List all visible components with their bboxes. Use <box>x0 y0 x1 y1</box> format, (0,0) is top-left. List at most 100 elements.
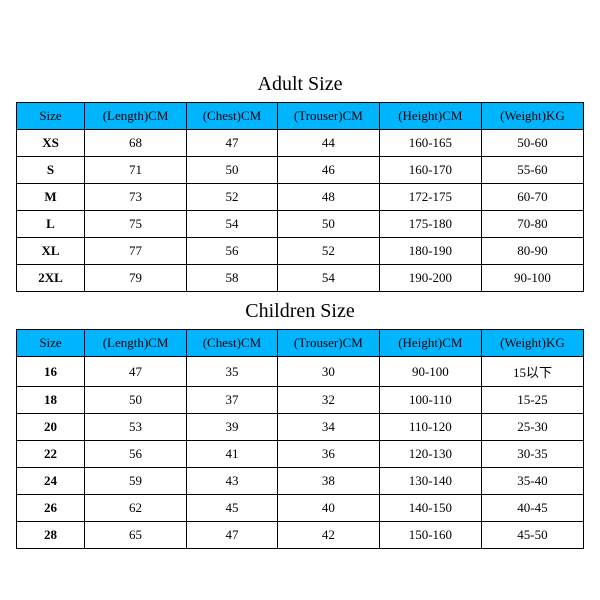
size-cell: XL <box>17 238 85 265</box>
adult-size-rows: XS684744160-16550-60S715046160-17055-60M… <box>17 130 584 292</box>
size-cell: S <box>17 157 85 184</box>
size-cell: 24 <box>17 468 85 495</box>
table-row: XL775652180-19080-90 <box>17 238 584 265</box>
table-row: 28654742150-16045-50 <box>17 522 584 549</box>
data-cell: 47 <box>187 522 278 549</box>
table-row: L755450175-18070-80 <box>17 211 584 238</box>
data-cell: 54 <box>187 211 278 238</box>
data-cell: 60-70 <box>481 184 583 211</box>
data-cell: 48 <box>277 184 379 211</box>
data-cell: 47 <box>85 357 187 387</box>
data-cell: 34 <box>277 414 379 441</box>
data-cell: 15-25 <box>481 387 583 414</box>
table-row: 22564136120-13030-35 <box>17 441 584 468</box>
data-cell: 73 <box>85 184 187 211</box>
table-row: 2XL795854190-20090-100 <box>17 265 584 292</box>
table-row: 26624540140-15040-45 <box>17 495 584 522</box>
col-header-weight: (Weight)KG <box>481 103 583 130</box>
data-cell: 110-120 <box>379 414 481 441</box>
col-header-trouser: (Trouser)CM <box>277 330 379 357</box>
data-cell: 54 <box>277 265 379 292</box>
data-cell: 25-30 <box>481 414 583 441</box>
table-row: M735248172-17560-70 <box>17 184 584 211</box>
data-cell: 50 <box>85 387 187 414</box>
data-cell: 15以下 <box>481 357 583 387</box>
size-cell: L <box>17 211 85 238</box>
table-row: 18503732100-11015-25 <box>17 387 584 414</box>
data-cell: 62 <box>85 495 187 522</box>
data-cell: 41 <box>187 441 278 468</box>
data-cell: 71 <box>85 157 187 184</box>
data-cell: 59 <box>85 468 187 495</box>
data-cell: 68 <box>85 130 187 157</box>
data-cell: 50 <box>277 211 379 238</box>
data-cell: 70-80 <box>481 211 583 238</box>
size-cell: M <box>17 184 85 211</box>
table-row: 20533934110-12025-30 <box>17 414 584 441</box>
data-cell: 52 <box>277 238 379 265</box>
data-cell: 30 <box>277 357 379 387</box>
adult-size-title: Adult Size <box>16 65 584 102</box>
data-cell: 42 <box>277 522 379 549</box>
data-cell: 40-45 <box>481 495 583 522</box>
data-cell: 38 <box>277 468 379 495</box>
table-row: 24594338130-14035-40 <box>17 468 584 495</box>
col-header-chest: (Chest)CM <box>187 103 278 130</box>
data-cell: 50 <box>187 157 278 184</box>
data-cell: 80-90 <box>481 238 583 265</box>
size-cell: 16 <box>17 357 85 387</box>
data-cell: 140-150 <box>379 495 481 522</box>
col-header-length: (Length)CM <box>85 103 187 130</box>
children-size-title: Children Size <box>16 292 584 329</box>
data-cell: 44 <box>277 130 379 157</box>
data-cell: 90-100 <box>481 265 583 292</box>
data-cell: 65 <box>85 522 187 549</box>
col-header-length: (Length)CM <box>85 330 187 357</box>
col-header-size: Size <box>17 330 85 357</box>
adult-header-row: Size (Length)CM (Chest)CM (Trouser)CM (H… <box>17 103 584 130</box>
data-cell: 160-165 <box>379 130 481 157</box>
data-cell: 190-200 <box>379 265 481 292</box>
col-header-chest: (Chest)CM <box>187 330 278 357</box>
size-cell: 28 <box>17 522 85 549</box>
data-cell: 39 <box>187 414 278 441</box>
data-cell: 90-100 <box>379 357 481 387</box>
data-cell: 30-35 <box>481 441 583 468</box>
data-cell: 35 <box>187 357 278 387</box>
data-cell: 75 <box>85 211 187 238</box>
data-cell: 55-60 <box>481 157 583 184</box>
data-cell: 130-140 <box>379 468 481 495</box>
data-cell: 56 <box>187 238 278 265</box>
data-cell: 46 <box>277 157 379 184</box>
size-cell: 26 <box>17 495 85 522</box>
data-cell: 40 <box>277 495 379 522</box>
size-cell: 20 <box>17 414 85 441</box>
children-size-table: Size (Length)CM (Chest)CM (Trouser)CM (H… <box>16 329 584 549</box>
data-cell: 100-110 <box>379 387 481 414</box>
col-header-size: Size <box>17 103 85 130</box>
data-cell: 47 <box>187 130 278 157</box>
col-header-trouser: (Trouser)CM <box>277 103 379 130</box>
size-cell: 18 <box>17 387 85 414</box>
table-row: XS684744160-16550-60 <box>17 130 584 157</box>
data-cell: 56 <box>85 441 187 468</box>
size-cell: 2XL <box>17 265 85 292</box>
data-cell: 50-60 <box>481 130 583 157</box>
data-cell: 35-40 <box>481 468 583 495</box>
data-cell: 120-130 <box>379 441 481 468</box>
data-cell: 150-160 <box>379 522 481 549</box>
data-cell: 45 <box>187 495 278 522</box>
data-cell: 58 <box>187 265 278 292</box>
size-chart-page: Adult Size Size (Length)CM (Chest)CM (Tr… <box>0 0 600 600</box>
col-header-height: (Height)CM <box>379 103 481 130</box>
size-cell: 22 <box>17 441 85 468</box>
data-cell: 79 <box>85 265 187 292</box>
data-cell: 53 <box>85 414 187 441</box>
data-cell: 175-180 <box>379 211 481 238</box>
data-cell: 45-50 <box>481 522 583 549</box>
table-row: 1647353090-10015以下 <box>17 357 584 387</box>
children-size-rows: 1647353090-10015以下18503732100-11015-2520… <box>17 357 584 549</box>
adult-size-table: Size (Length)CM (Chest)CM (Trouser)CM (H… <box>16 102 584 292</box>
size-cell: XS <box>17 130 85 157</box>
data-cell: 43 <box>187 468 278 495</box>
